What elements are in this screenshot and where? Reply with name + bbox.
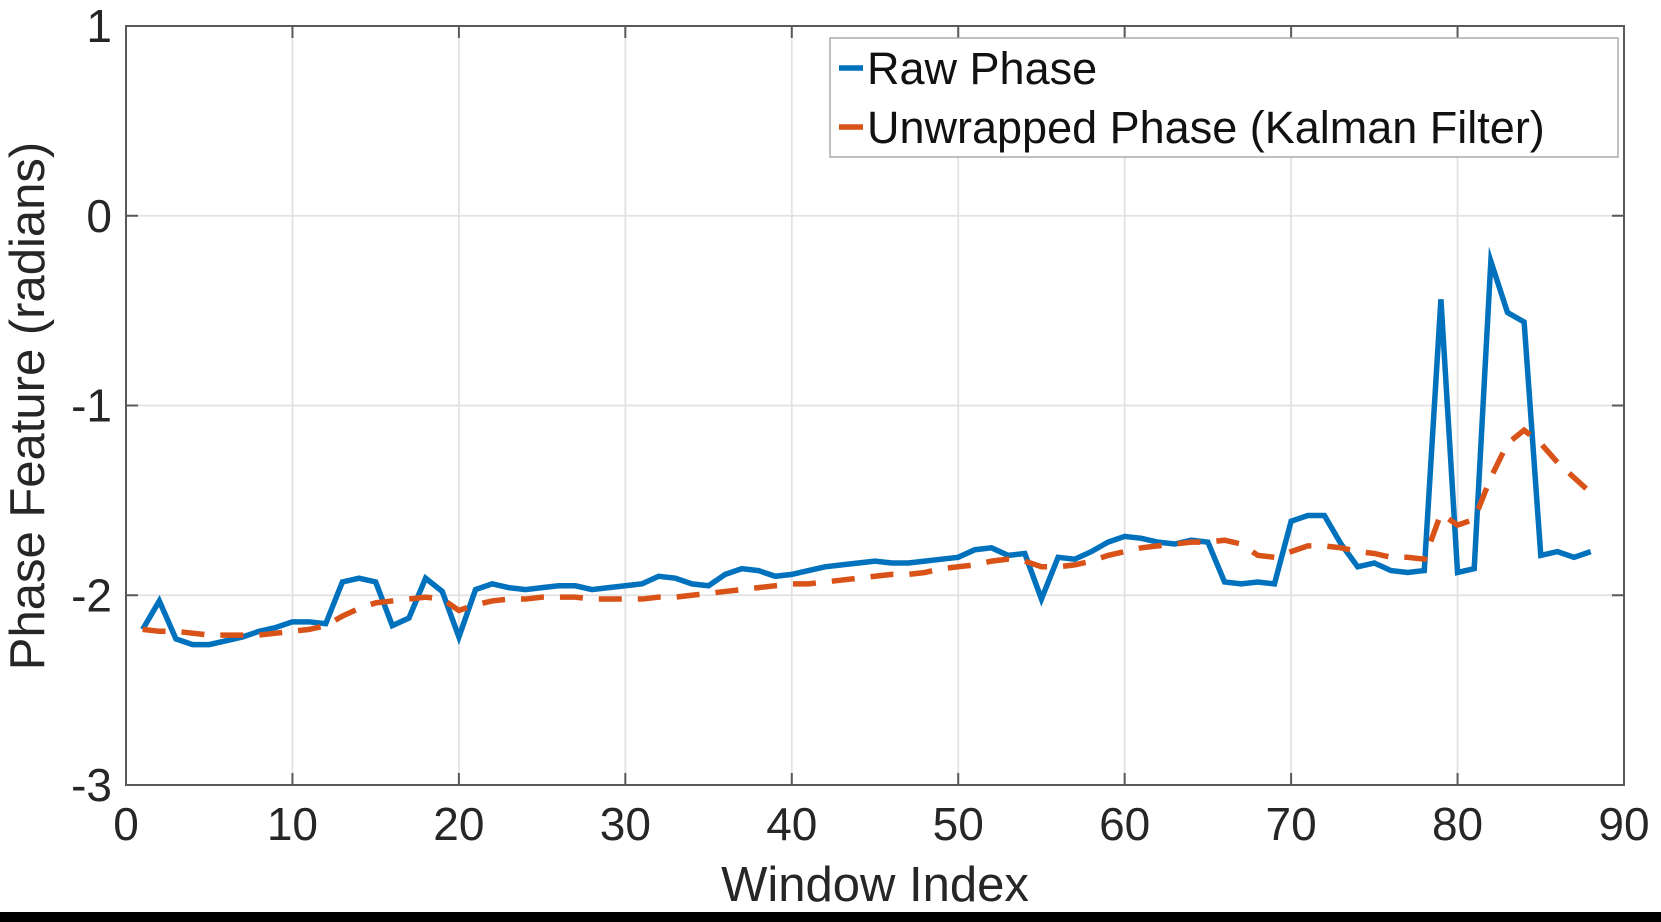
x-tick-label: 60 [1099,798,1150,850]
x-tick-label: 90 [1598,798,1649,850]
x-tick-label: 40 [766,798,817,850]
y-tick-label: -1 [71,380,112,432]
raw-phase-line [140,246,1592,648]
legend-label-kalman: Unwrapped Phase (Kalman Filter) [867,102,1545,153]
axis-ticks [125,25,1625,786]
bottom-black-bar [0,912,1661,922]
y-tick-label: -2 [71,569,112,621]
data-series [140,246,1593,648]
legend-label-raw-phase: Raw Phase [867,43,1097,94]
x-tick-label: 70 [1266,798,1317,850]
x-tick-label: 30 [600,798,651,850]
y-tick-label: 1 [86,0,112,52]
x-tick-label: 50 [933,798,984,850]
x-tick-label: 10 [267,798,318,850]
kalman-filter-line [142,426,1593,638]
legend: Raw Phase Unwrapped Phase (Kalman Filter… [829,37,1619,158]
y-tick-label: -3 [71,759,112,811]
y-tick-labels: -3 -2 -1 0 1 [71,0,112,811]
y-tick-label: 0 [86,190,112,242]
y-axis-label: Phase Feature (radians) [1,142,55,670]
x-axis-label: Window Index [721,858,1029,912]
x-tick-label: 0 [113,798,139,850]
legend-box [829,37,1619,158]
x-tick-label: 20 [433,798,484,850]
x-tick-label: 80 [1432,798,1483,850]
x-tick-labels: 0 10 20 30 40 50 60 70 80 90 [113,798,1649,850]
